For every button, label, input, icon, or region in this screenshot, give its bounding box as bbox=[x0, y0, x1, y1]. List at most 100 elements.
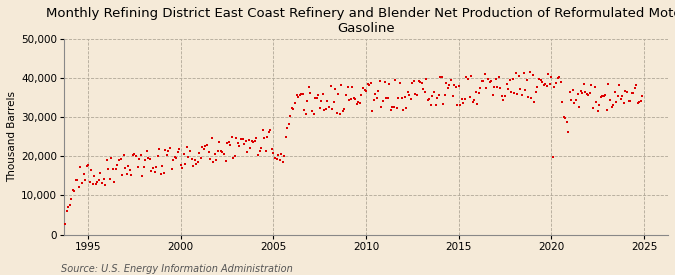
Point bbox=[215, 149, 226, 153]
Point bbox=[495, 86, 506, 90]
Point bbox=[489, 85, 500, 89]
Point bbox=[425, 103, 436, 108]
Point bbox=[421, 76, 432, 81]
Point bbox=[390, 78, 401, 82]
Point bbox=[248, 139, 259, 144]
Point bbox=[468, 98, 479, 102]
Point bbox=[149, 169, 160, 174]
Point bbox=[128, 153, 138, 157]
Point bbox=[551, 80, 562, 85]
Point bbox=[299, 108, 310, 112]
Point bbox=[540, 82, 551, 87]
Point bbox=[358, 86, 369, 91]
Point bbox=[387, 105, 398, 109]
Point bbox=[221, 141, 232, 145]
Point bbox=[618, 101, 629, 105]
Point bbox=[189, 158, 200, 163]
Point bbox=[439, 93, 450, 97]
Point bbox=[370, 92, 381, 96]
Point bbox=[134, 157, 144, 161]
Point bbox=[393, 96, 404, 100]
Point bbox=[373, 89, 384, 93]
Point bbox=[83, 163, 94, 167]
Point bbox=[594, 103, 605, 107]
Point bbox=[546, 75, 557, 79]
Point bbox=[176, 163, 186, 167]
Point bbox=[282, 126, 293, 130]
Point bbox=[402, 89, 413, 94]
Point bbox=[151, 165, 161, 169]
Point bbox=[140, 158, 151, 162]
Point bbox=[635, 99, 646, 104]
Point bbox=[475, 86, 486, 90]
Point bbox=[196, 156, 207, 160]
Point bbox=[119, 166, 130, 170]
Point bbox=[254, 149, 265, 153]
Point bbox=[317, 91, 328, 96]
Point bbox=[569, 101, 580, 106]
Point bbox=[143, 155, 154, 160]
Point bbox=[381, 96, 392, 100]
Point bbox=[316, 99, 327, 104]
Point bbox=[611, 100, 622, 104]
Point bbox=[583, 93, 594, 97]
Point bbox=[591, 100, 601, 105]
Point bbox=[413, 78, 424, 83]
Point bbox=[345, 97, 356, 101]
Point bbox=[232, 141, 243, 145]
Point bbox=[172, 150, 183, 154]
Point bbox=[265, 128, 275, 133]
Point bbox=[375, 79, 385, 83]
Point bbox=[535, 78, 546, 82]
Point bbox=[155, 172, 166, 177]
Point bbox=[376, 105, 387, 109]
Point bbox=[356, 93, 367, 97]
Point bbox=[487, 93, 498, 98]
Point bbox=[497, 94, 508, 98]
Point bbox=[246, 139, 257, 144]
Point bbox=[64, 203, 75, 208]
Point bbox=[65, 197, 76, 202]
Point bbox=[78, 171, 89, 176]
Point bbox=[353, 100, 364, 104]
Point bbox=[501, 82, 512, 87]
Point bbox=[342, 85, 353, 90]
Point bbox=[59, 222, 70, 226]
Point bbox=[520, 88, 531, 92]
Point bbox=[529, 99, 540, 104]
Point bbox=[111, 166, 122, 171]
Point bbox=[610, 89, 620, 94]
Point bbox=[321, 107, 331, 112]
Point bbox=[388, 105, 399, 109]
Point bbox=[250, 139, 261, 143]
Point bbox=[484, 80, 495, 84]
Point bbox=[123, 163, 134, 168]
Point bbox=[558, 115, 569, 119]
Point bbox=[333, 91, 344, 96]
Point bbox=[302, 98, 313, 103]
Point bbox=[137, 174, 148, 178]
Point bbox=[382, 96, 393, 100]
Point bbox=[146, 169, 157, 173]
Point bbox=[508, 77, 518, 81]
Point bbox=[504, 78, 515, 82]
Point bbox=[626, 91, 637, 95]
Point bbox=[81, 164, 92, 168]
Point bbox=[315, 106, 325, 110]
Point bbox=[209, 152, 220, 156]
Point bbox=[271, 157, 282, 161]
Point bbox=[208, 160, 219, 164]
Point bbox=[456, 97, 467, 102]
Point bbox=[200, 143, 211, 148]
Point bbox=[211, 158, 221, 163]
Point bbox=[106, 156, 117, 161]
Point bbox=[568, 88, 578, 92]
Point bbox=[220, 159, 231, 163]
Point bbox=[63, 205, 74, 209]
Y-axis label: Thousand Barrels: Thousand Barrels bbox=[7, 91, 17, 182]
Point bbox=[514, 74, 524, 78]
Point bbox=[231, 136, 242, 140]
Point bbox=[616, 96, 626, 101]
Point bbox=[408, 79, 419, 83]
Point bbox=[365, 81, 376, 86]
